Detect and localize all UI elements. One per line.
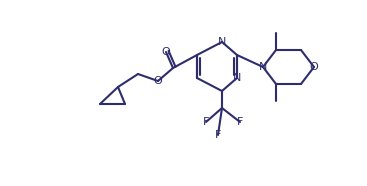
Text: F: F [203,117,209,127]
Text: N: N [259,62,267,72]
Text: O: O [161,47,170,57]
Text: O: O [154,76,162,86]
Text: O: O [310,62,319,72]
Text: F: F [237,117,243,127]
Text: N: N [218,37,226,47]
Text: N: N [233,73,241,83]
Text: F: F [215,130,221,140]
